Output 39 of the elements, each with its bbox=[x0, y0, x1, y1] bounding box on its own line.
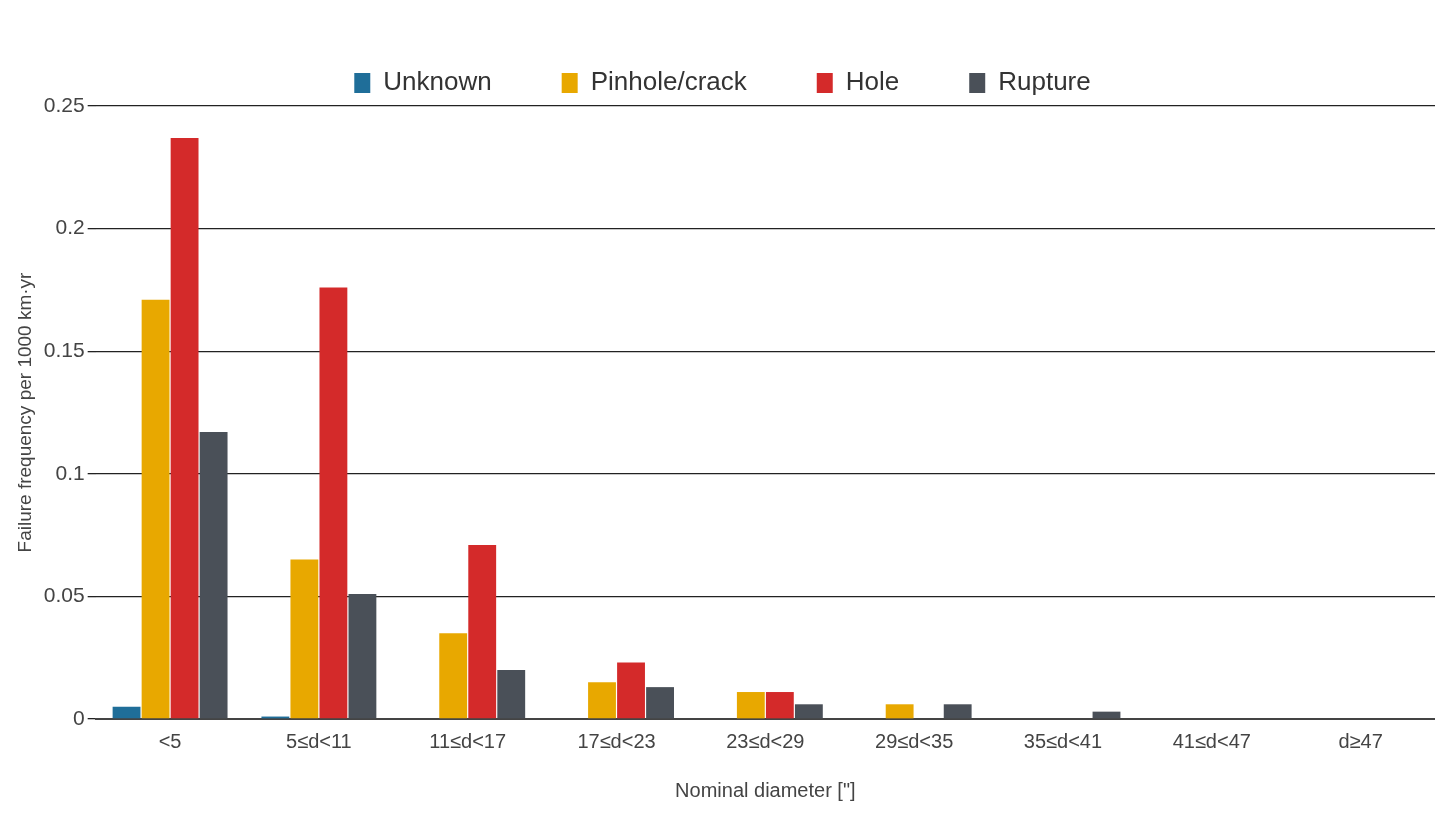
x-tick-label: 35≤d<41 bbox=[1023, 729, 1103, 752]
x-tick-label: 17≤d<23 bbox=[577, 729, 656, 752]
bar bbox=[885, 704, 914, 719]
x-tick-label: 29≤d<35 bbox=[875, 729, 954, 752]
x-tick-label: 41≤d<47 bbox=[1172, 729, 1251, 752]
bar bbox=[319, 287, 348, 719]
bar bbox=[497, 669, 526, 719]
x-tick-label: 23≤d<29 bbox=[726, 729, 805, 752]
bar bbox=[943, 704, 972, 719]
legend-label: Hole bbox=[845, 66, 900, 97]
bar bbox=[439, 633, 468, 719]
y-tick-label: 0.05 bbox=[43, 583, 85, 607]
bar bbox=[646, 687, 674, 719]
x-axis-title: Nominal diameter ["] bbox=[675, 778, 856, 801]
bar bbox=[170, 137, 199, 719]
bar bbox=[141, 299, 170, 719]
y-tick-label: 0.1 bbox=[55, 460, 85, 484]
y-tick-label: 0 bbox=[72, 705, 85, 729]
bar bbox=[617, 662, 645, 719]
bar bbox=[468, 544, 497, 719]
y-tick-label: 0.15 bbox=[43, 338, 85, 361]
x-tick-label: 11≤d<17 bbox=[429, 729, 507, 752]
y-tick-label: 0.25 bbox=[43, 92, 85, 116]
legend-label: Unknown bbox=[383, 66, 492, 97]
bar bbox=[736, 692, 765, 719]
bar bbox=[794, 704, 823, 719]
legend-label: Pinhole/crack bbox=[590, 66, 748, 97]
legend-label: Rupture bbox=[998, 66, 1091, 97]
bar bbox=[588, 682, 616, 719]
bar bbox=[290, 559, 319, 719]
x-tick-label: 5≤d<11 bbox=[286, 729, 352, 752]
bar bbox=[765, 692, 794, 719]
y-tick-label: 0.2 bbox=[55, 215, 85, 239]
x-tick-label: d≥47 bbox=[1338, 729, 1383, 752]
bar bbox=[199, 432, 228, 719]
bar bbox=[348, 593, 377, 719]
y-axis-title: Failure frequency per 1000 km·yr bbox=[13, 271, 35, 553]
x-tick-label: <5 bbox=[158, 729, 182, 752]
bar bbox=[112, 706, 141, 719]
